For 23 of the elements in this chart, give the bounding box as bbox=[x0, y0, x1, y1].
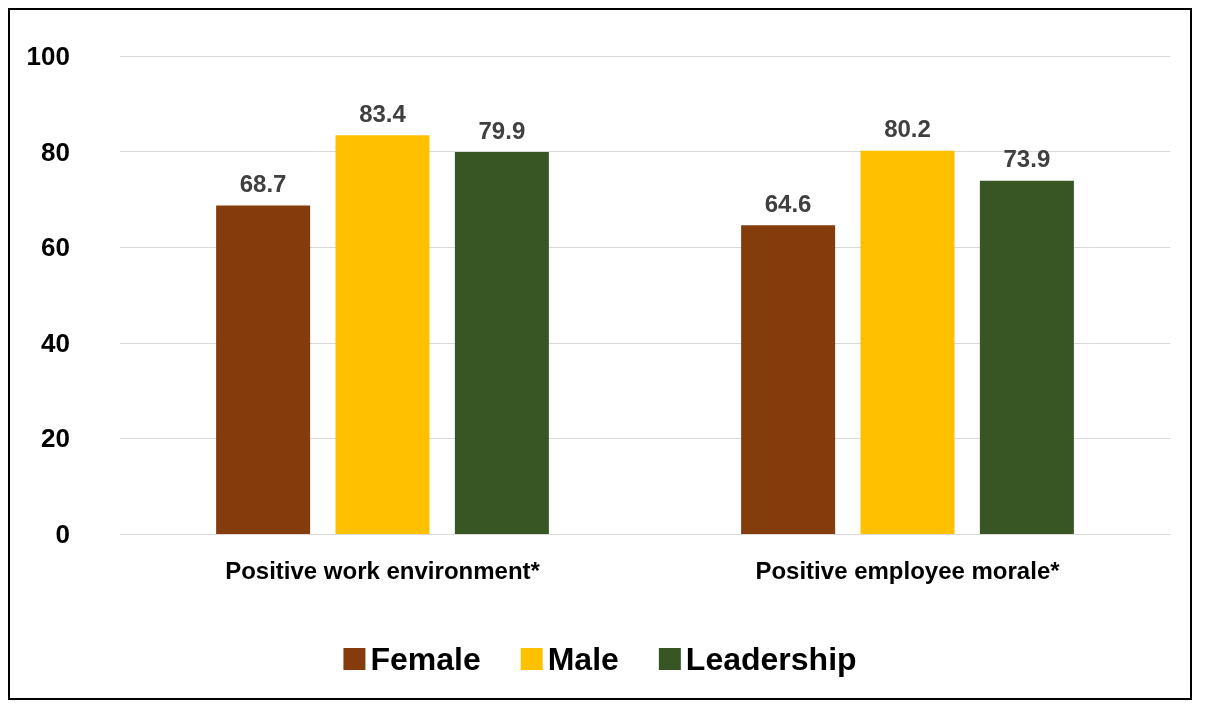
y-tick-label: 20 bbox=[41, 423, 70, 454]
data-label: 80.2 bbox=[884, 115, 931, 143]
bar bbox=[216, 205, 311, 534]
y-tick-label: 100 bbox=[26, 41, 70, 71]
x-tick-label: Positive work environment* bbox=[225, 556, 541, 584]
y-tick-label: 0 bbox=[55, 519, 70, 549]
data-label: 79.9 bbox=[478, 116, 526, 144]
bar bbox=[860, 150, 955, 534]
y-tick-label: 40 bbox=[41, 327, 70, 358]
bar bbox=[335, 135, 430, 534]
bar bbox=[741, 225, 836, 534]
data-label: 73.9 bbox=[1003, 145, 1051, 173]
legend-label: Male bbox=[547, 641, 619, 677]
x-tick-label: Positive employee morale* bbox=[755, 556, 1061, 584]
bar bbox=[979, 180, 1074, 534]
legend-label: Female bbox=[370, 641, 481, 677]
legend-label: Leadership bbox=[685, 641, 857, 677]
data-label: 68.7 bbox=[239, 170, 287, 198]
data-label: 64.6 bbox=[764, 189, 812, 217]
bar bbox=[454, 152, 549, 534]
y-tick-label: 80 bbox=[41, 136, 70, 167]
data-label: 83.4 bbox=[359, 99, 407, 127]
y-tick-label: 60 bbox=[41, 232, 70, 263]
